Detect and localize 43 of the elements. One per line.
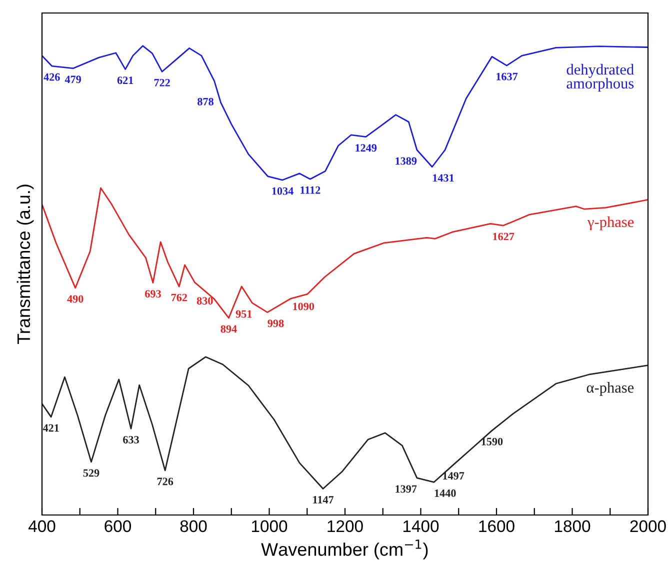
annotation: 1440	[434, 489, 456, 497]
x-tick-label: 1800	[554, 520, 590, 532]
annotation: 1431	[433, 174, 454, 182]
y-axis-title: Transmittance (a.u.)	[16, 184, 34, 344]
annotation: 1034	[272, 187, 294, 195]
x-axis-title: Wavenumber (cm$^{−1}$)	[261, 540, 428, 560]
annotation: 1389	[396, 157, 417, 165]
annotation: 1627	[493, 232, 514, 240]
annotation: 1590	[482, 438, 503, 446]
x-tick-label: 800	[180, 520, 207, 532]
series-label: α-phase	[586, 382, 634, 396]
annotation: 693	[145, 290, 161, 298]
annotation: 421	[42, 424, 59, 432]
annotation: 830	[196, 297, 213, 305]
annotation: 633	[123, 436, 139, 444]
annotation: 878	[198, 98, 214, 106]
x-tick-label: 1000	[252, 520, 288, 532]
x-tick-label: 1200	[328, 520, 363, 532]
annotation: 479	[64, 76, 81, 84]
series-label: dehydrated amorphous	[566, 64, 634, 92]
annotation: 1090	[293, 302, 314, 310]
annotation: 1497	[443, 472, 464, 480]
annotation: 894	[220, 325, 237, 333]
annotation: 726	[157, 478, 174, 486]
annotation: 762	[171, 294, 187, 302]
annotation: 1637	[496, 72, 518, 80]
annotation: 529	[83, 469, 100, 477]
annotation: 1112	[300, 186, 320, 194]
annotation: 490	[67, 295, 84, 303]
series-label: γ-phase	[587, 216, 634, 230]
annotation: 1249	[356, 144, 377, 152]
annotation: 998	[268, 320, 284, 328]
annotation: 1397	[396, 485, 417, 493]
x-tick-label: 1600	[479, 520, 514, 532]
annotation: 621	[117, 76, 134, 84]
annotation: 722	[154, 78, 170, 86]
x-tick-label: 1400	[403, 520, 439, 532]
annotation: 426	[44, 73, 60, 81]
x-tick-label: 2000	[630, 520, 666, 532]
annotation: 1147	[313, 496, 334, 504]
x-tick-label: 600	[104, 520, 132, 532]
x-tick-label: 400	[28, 520, 56, 532]
annotation: 951	[236, 310, 252, 318]
